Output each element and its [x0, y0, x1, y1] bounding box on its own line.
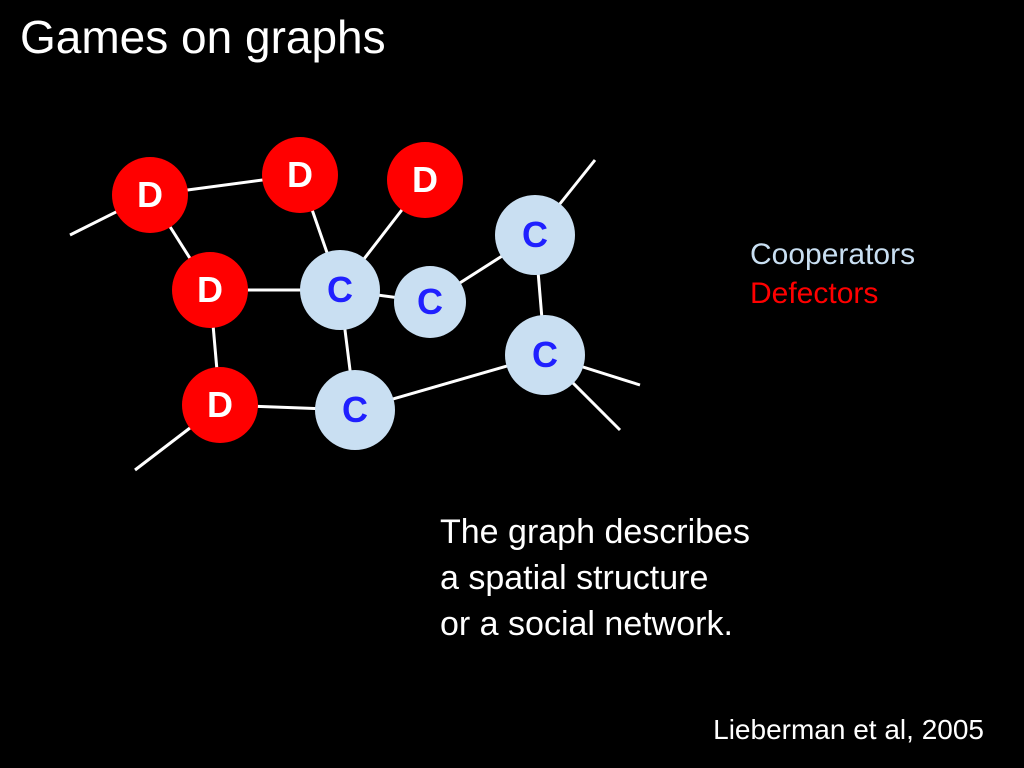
page-title: Games on graphs — [20, 10, 386, 64]
node-d1: D — [112, 157, 188, 233]
legend-defectors: Defectors — [750, 274, 915, 313]
node-c2: C — [394, 266, 466, 338]
node-d5: D — [182, 367, 258, 443]
node-c3: C — [495, 195, 575, 275]
description-text: The graph describesa spatial structureor… — [440, 510, 750, 648]
node-c1: C — [300, 250, 380, 330]
legend: Cooperators Defectors — [750, 235, 915, 313]
citation-text: Lieberman et al, 2005 — [713, 714, 984, 746]
node-c5: C — [315, 370, 395, 450]
node-c4: C — [505, 315, 585, 395]
node-d2: D — [262, 137, 338, 213]
network-graph: DDDDDCCCCC — [40, 100, 720, 520]
node-d4: D — [172, 252, 248, 328]
node-d3: D — [387, 142, 463, 218]
legend-cooperators: Cooperators — [750, 235, 915, 274]
